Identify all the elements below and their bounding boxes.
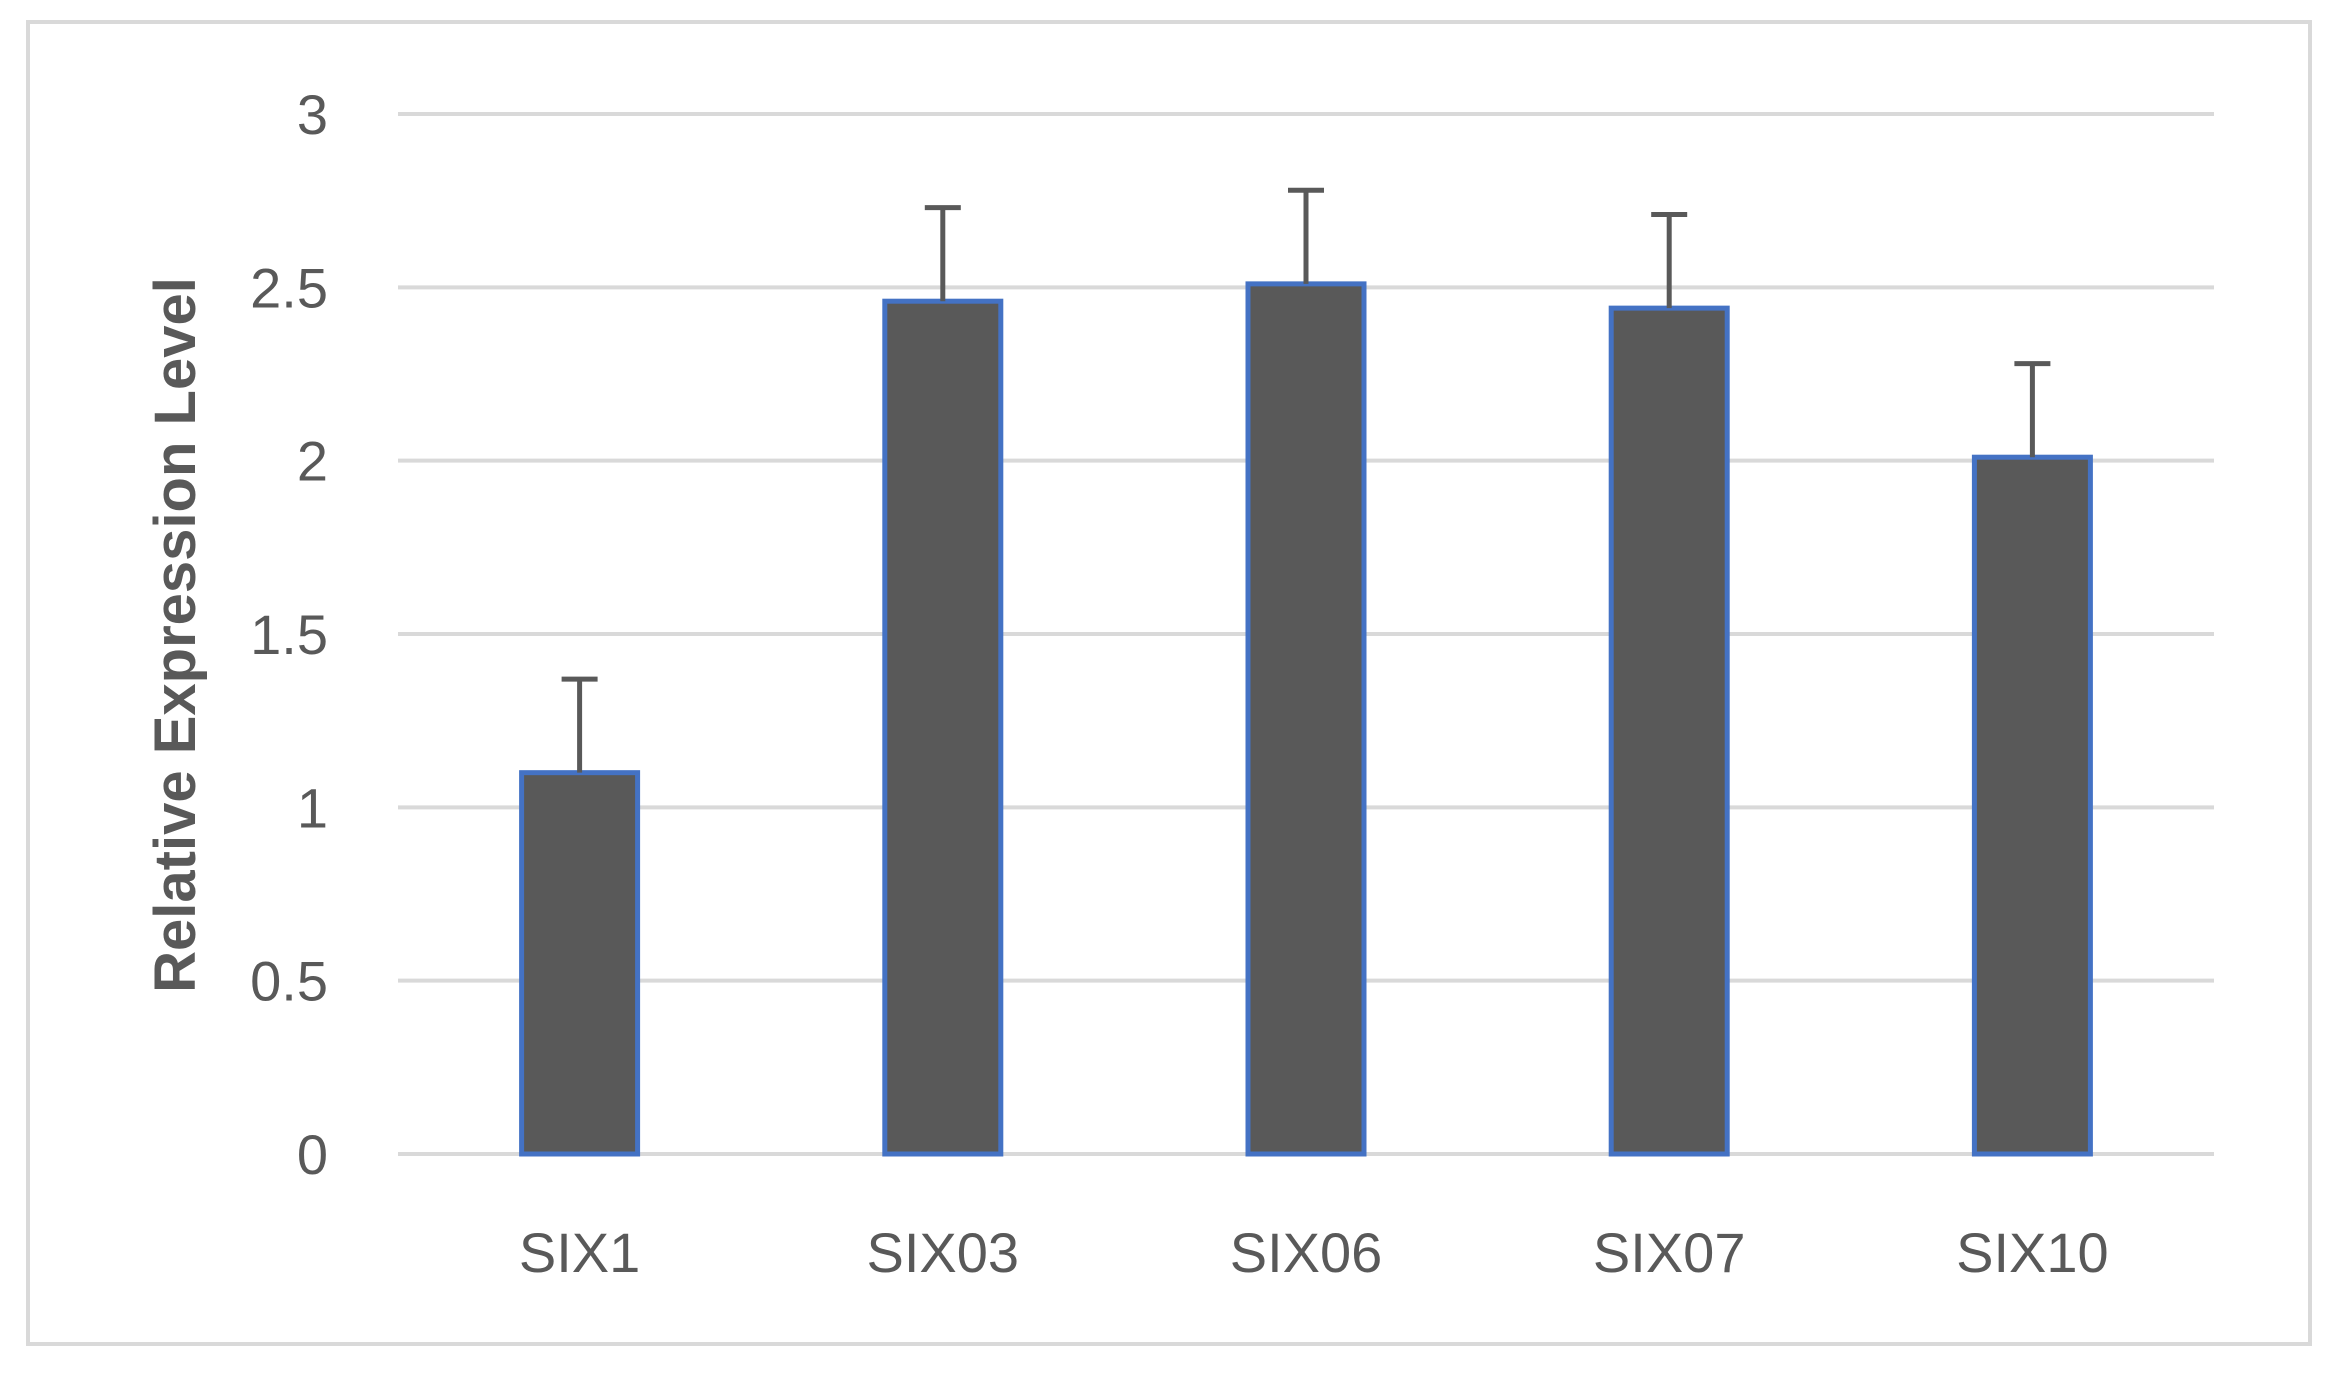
y-tick-labels: 0 0.5 1 1.5 2 2.5 3 bbox=[250, 83, 328, 1186]
error-bar bbox=[561, 676, 598, 773]
bar bbox=[1608, 305, 1730, 1157]
y-tick-label: 1 bbox=[297, 776, 328, 839]
chart-frame bbox=[26, 20, 2312, 1346]
error-bar bbox=[1288, 187, 1324, 284]
y-tick-label: 3 bbox=[297, 83, 328, 146]
error-bars bbox=[561, 187, 2051, 773]
bar bbox=[882, 298, 1004, 1157]
bar bbox=[1971, 454, 2093, 1157]
y-tick-label: 1.5 bbox=[250, 603, 328, 666]
x-tick-label: SIX06 bbox=[1230, 1221, 1383, 1284]
x-tick-label: SIX03 bbox=[867, 1221, 1020, 1284]
x-tick-label: SIX10 bbox=[1956, 1221, 2109, 1284]
x-tick-label: SIX07 bbox=[1593, 1221, 1746, 1284]
x-tick-labels: SIX1 SIX03 SIX06 SIX07 SIX10 bbox=[519, 1221, 2109, 1284]
y-tick-label: 2 bbox=[297, 430, 328, 493]
y-tick-label: 2.5 bbox=[250, 256, 328, 319]
y-tick-label: 0.5 bbox=[250, 950, 328, 1013]
x-tick-label: SIX1 bbox=[519, 1221, 640, 1284]
error-bar bbox=[1651, 212, 1688, 309]
error-bar bbox=[2014, 361, 2051, 458]
error-bar bbox=[924, 205, 961, 302]
y-tick-label: 0 bbox=[297, 1123, 328, 1186]
bar bbox=[519, 770, 641, 1157]
bar bbox=[1245, 281, 1367, 1157]
bars bbox=[519, 281, 2093, 1157]
y-axis-label: Relative Expression Level bbox=[143, 277, 208, 993]
